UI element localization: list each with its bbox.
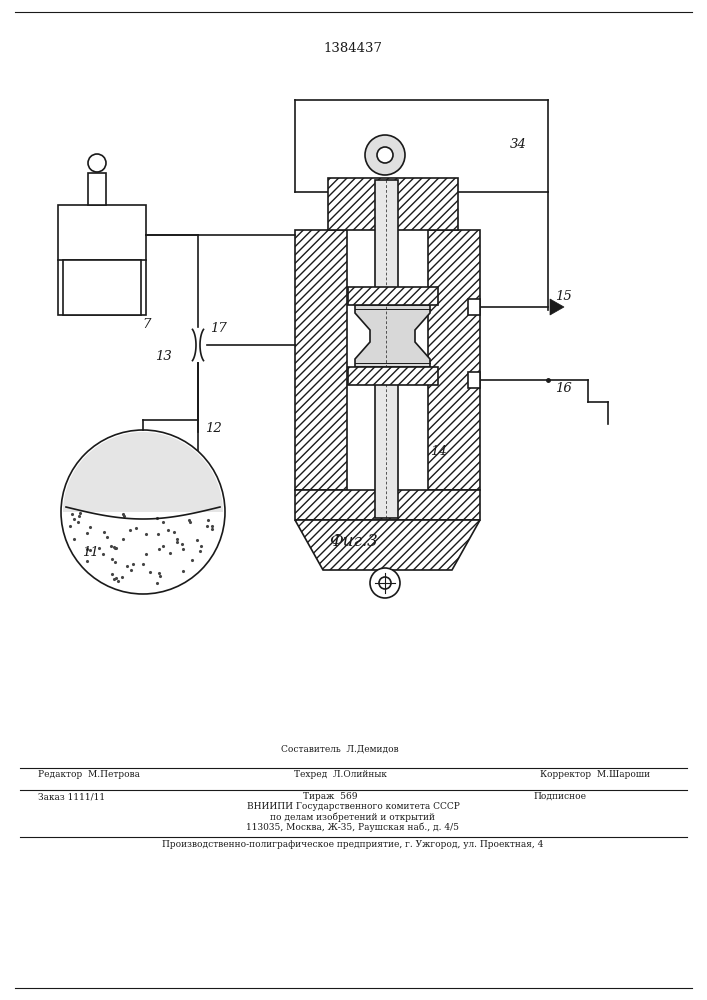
Bar xyxy=(88,173,106,205)
Text: 7: 7 xyxy=(142,318,151,331)
Circle shape xyxy=(377,147,393,163)
Circle shape xyxy=(88,154,106,172)
Text: Техред  Л.Олийнык: Техред Л.Олийнык xyxy=(293,770,387,779)
Text: 15: 15 xyxy=(555,290,572,303)
Text: 16: 16 xyxy=(555,382,572,395)
Polygon shape xyxy=(550,299,564,315)
Bar xyxy=(348,367,438,385)
Text: 1384437: 1384437 xyxy=(324,41,382,54)
Text: ВНИИПИ Государственного комитета СССР: ВНИИПИ Государственного комитета СССР xyxy=(247,802,460,811)
Bar xyxy=(428,230,480,490)
Bar xyxy=(348,287,438,305)
Text: Заказ 1111/11: Заказ 1111/11 xyxy=(38,792,105,801)
Bar xyxy=(295,490,480,520)
Bar xyxy=(295,490,480,520)
Text: Тираж  569: Тираж 569 xyxy=(303,792,357,801)
Bar xyxy=(295,230,347,490)
Text: Подписное: Подписное xyxy=(534,792,587,801)
Text: 17: 17 xyxy=(210,322,227,335)
Text: 12: 12 xyxy=(205,422,222,435)
Bar xyxy=(348,287,438,305)
Text: Производственно-полиграфическое предприятие, г. Ужгород, ул. Проектная, 4: Производственно-полиграфическое предприя… xyxy=(163,840,544,849)
Text: по делам изобретений и открытий: по делам изобретений и открытий xyxy=(271,812,436,822)
Bar xyxy=(58,205,146,315)
Bar xyxy=(348,367,438,385)
Bar xyxy=(375,180,398,518)
Bar xyxy=(63,260,141,315)
Text: Составитель  Л.Демидов: Составитель Л.Демидов xyxy=(281,745,399,754)
Bar xyxy=(468,299,480,315)
Wedge shape xyxy=(63,432,223,512)
Circle shape xyxy=(61,430,225,594)
Text: 11: 11 xyxy=(82,546,99,559)
Circle shape xyxy=(379,577,391,589)
Circle shape xyxy=(365,135,405,175)
Bar xyxy=(295,230,347,490)
Polygon shape xyxy=(355,305,430,367)
Bar xyxy=(468,372,480,388)
Text: Редактор  М.Петрова: Редактор М.Петрова xyxy=(38,770,140,779)
Circle shape xyxy=(370,568,400,598)
Text: Фиг.3: Фиг.3 xyxy=(329,534,378,550)
Bar xyxy=(328,178,458,230)
Bar xyxy=(328,178,458,230)
Text: 113035, Москва, Ж-35, Раушская наб., д. 4/5: 113035, Москва, Ж-35, Раушская наб., д. … xyxy=(247,822,460,832)
Text: 34: 34 xyxy=(510,138,527,151)
Bar xyxy=(428,230,480,490)
Text: Корректор  М.Шароши: Корректор М.Шароши xyxy=(540,770,650,779)
Text: 14: 14 xyxy=(430,445,447,458)
Text: 13: 13 xyxy=(155,350,172,363)
Polygon shape xyxy=(295,520,480,570)
